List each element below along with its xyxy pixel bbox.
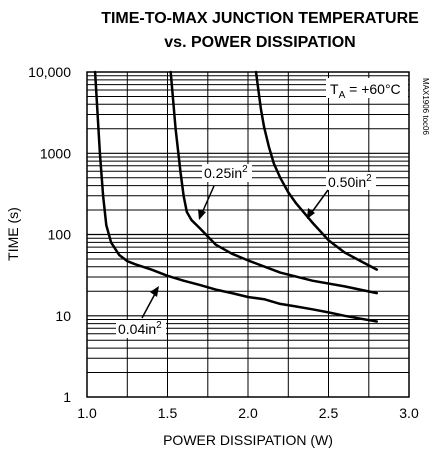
series-label-text-1: 0.25in2 [204, 164, 248, 181]
condition-label: TA = +60°C [326, 78, 408, 101]
y-tick-label: 10 [55, 308, 71, 324]
series-label-bg-0 [116, 320, 166, 338]
series-leader-arrow-0 [150, 286, 159, 297]
series-label-1: 0.25in2 [198, 164, 252, 220]
x-tick-label: 3.0 [399, 405, 419, 421]
series-label-name-2: 0.50in [328, 174, 366, 190]
series-leader-line-0 [141, 291, 157, 319]
chart-title-line2: vs. POWER DISSIPATION [164, 34, 355, 51]
x-tick-label: 1.5 [158, 405, 178, 421]
series-label-bg-1 [202, 164, 252, 182]
series-label-sup-2: 2 [366, 173, 372, 184]
series-leader-line-1 [201, 185, 215, 214]
chart-title-line1: TIME-TO-MAX JUNCTION TEMPERATURE [101, 10, 419, 27]
y-tick-label: 100 [48, 227, 72, 243]
series-label-sup-1: 2 [242, 164, 248, 175]
series-label-name-1: 0.25in [204, 165, 242, 181]
series-label-name-0: 0.04in [118, 321, 156, 337]
y-axis-label: TIME (s) [5, 207, 21, 261]
series-leader-line-2 [311, 189, 329, 213]
curves [93, 70, 379, 323]
grid [87, 72, 409, 397]
y-tick-label: 1 [63, 389, 71, 405]
series-label-sup-0: 2 [156, 320, 162, 331]
condition-prefix: T [330, 81, 339, 97]
part-number: MAX1906 toc06 [421, 78, 430, 135]
condition-subscript: A [339, 90, 346, 101]
plot-frame [86, 71, 410, 398]
tick-labels: 1.0 1.5 2.0 2.5 3.0 1 10 100 1000 10,000 [28, 64, 419, 421]
x-tick-label: 1.0 [77, 405, 97, 421]
series-leader-arrow-2 [307, 208, 315, 219]
series-label-0: 0.04in2 [116, 286, 166, 338]
x-tick-label: 2.5 [319, 405, 339, 421]
series-line-2 [254, 70, 379, 271]
x-tick-label: 2.0 [238, 405, 258, 421]
condition-suffix: = +60°C [345, 81, 400, 97]
condition-text: TA = +60°C [330, 81, 401, 101]
y-tick-label: 10,000 [28, 64, 71, 80]
y-tick-label: 1000 [40, 145, 71, 161]
condition-label-bg [326, 78, 408, 98]
series-label-text-0: 0.04in2 [118, 320, 162, 337]
series-line-0 [93, 70, 379, 323]
series-label-text-2: 0.50in2 [328, 173, 372, 190]
series-label-2: 0.50in2 [307, 172, 376, 219]
series-leader-arrow-1 [198, 209, 206, 220]
series-line-1 [169, 70, 379, 295]
x-axis-label: POWER DISSIPATION (W) [163, 432, 333, 448]
series-label-bg-2 [326, 172, 376, 190]
